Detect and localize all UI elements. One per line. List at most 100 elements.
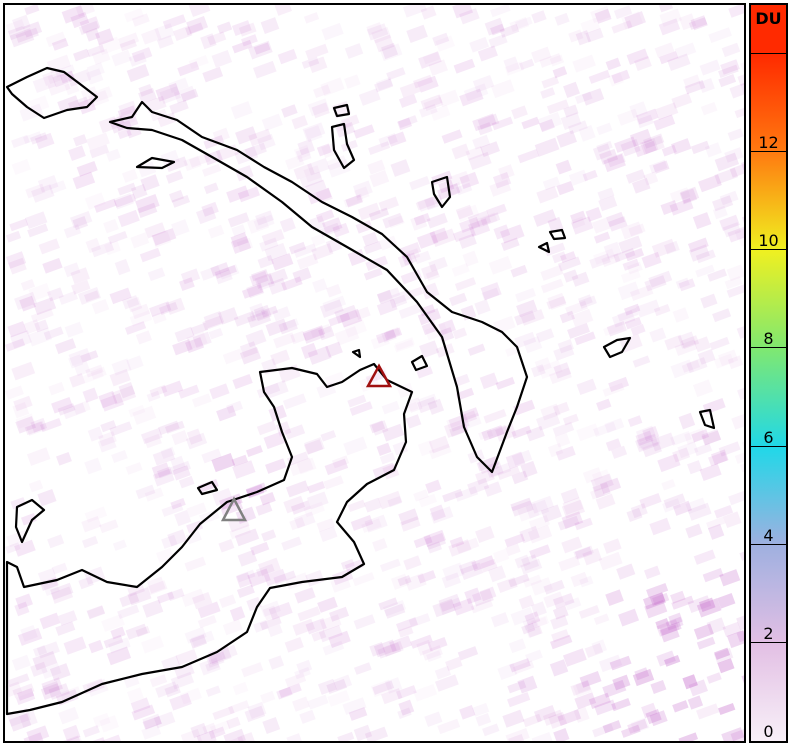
- so2-pixel: [232, 373, 253, 390]
- so2-pixel: [30, 417, 48, 433]
- so2-pixel: [85, 237, 101, 254]
- so2-pixel: [108, 637, 131, 654]
- so2-pixel: [455, 387, 475, 401]
- so2-pixel: [553, 401, 570, 416]
- so2-pixel: [449, 536, 465, 549]
- so2-pixel: [162, 14, 187, 30]
- so2-pixel: [387, 131, 407, 147]
- so2-pixel: [680, 186, 700, 204]
- so2-pixel: [706, 516, 726, 530]
- so2-pixel: [357, 202, 381, 221]
- so2-pixel: [611, 69, 631, 84]
- so2-pixel: [403, 555, 422, 571]
- so2-pixel: [387, 496, 403, 508]
- so2-pixel: [169, 189, 184, 203]
- so2-pixel: [418, 104, 438, 118]
- so2-pixel: [304, 125, 323, 143]
- so2-pixel: [598, 551, 623, 571]
- so2-pixel: [72, 171, 96, 190]
- so2-pixel: [681, 359, 701, 373]
- so2-pixel: [406, 24, 428, 43]
- so2-pixel: [631, 177, 651, 194]
- so2-pixel: [156, 591, 175, 604]
- so2-pixel: [137, 202, 158, 218]
- volcano-marker-red: [365, 363, 393, 388]
- so2-pixel: [578, 295, 597, 309]
- so2-pixel: [381, 42, 399, 60]
- so2-pixel: [413, 489, 429, 502]
- so2-pixel: [268, 404, 287, 422]
- so2-pixel: [542, 709, 564, 726]
- so2-pixel: [292, 618, 315, 636]
- so2-pixel: [343, 436, 368, 456]
- so2-pixel: [515, 16, 533, 29]
- so2-pixel: [63, 636, 87, 655]
- so2-pixel: [131, 47, 153, 63]
- so2-pixel: [669, 187, 691, 203]
- so2-pixel: [511, 425, 532, 439]
- so2-pixel: [130, 232, 150, 249]
- so2-pixel: [649, 517, 671, 536]
- so2-pixel: [125, 462, 143, 475]
- so2-pixel: [535, 328, 555, 343]
- so2-pixel: [465, 145, 485, 161]
- so2-pixel: [363, 267, 383, 281]
- so2-pixel: [659, 8, 682, 27]
- so2-pixel: [307, 98, 330, 117]
- so2-pixel: [678, 278, 696, 292]
- so2-pixel: [509, 17, 530, 33]
- so2-pixel: [353, 186, 370, 201]
- so2-pixel: [419, 304, 436, 317]
- so2-pixel: [259, 492, 276, 506]
- so2-pixel: [559, 310, 575, 324]
- so2-pixel: [142, 715, 162, 730]
- so2-pixel: [602, 720, 622, 734]
- so2-pixel: [167, 588, 185, 602]
- so2-pixel: [552, 421, 575, 437]
- so2-pixel: [254, 272, 275, 289]
- so2-pixel: [523, 336, 543, 354]
- so2-pixel: [698, 174, 722, 193]
- so2-pixel: [472, 113, 497, 132]
- so2-pixel: [492, 548, 510, 564]
- so2-pixel: [386, 67, 406, 81]
- so2-pixel: [184, 626, 207, 644]
- so2-pixel: [17, 627, 43, 646]
- so2-pixel: [285, 154, 305, 170]
- so2-pixel: [417, 440, 435, 457]
- so2-pixel: [704, 142, 722, 158]
- so2-pixel: [130, 183, 148, 200]
- so2-pixel: [598, 195, 618, 212]
- so2-pixel: [343, 318, 368, 338]
- so2-pixel: [90, 366, 107, 380]
- so2-pixel: [348, 706, 368, 721]
- so2-pixel: [718, 74, 737, 88]
- colorbar-band: [751, 54, 786, 153]
- so2-pixel: [576, 378, 597, 396]
- so2-pixel: [185, 337, 205, 354]
- colorbar-band: [751, 544, 786, 643]
- so2-pixel: [709, 336, 730, 351]
- so2-pixel: [377, 642, 402, 659]
- so2-pixel: [371, 26, 392, 44]
- so2-pixel: [322, 640, 345, 656]
- so2-pixel: [62, 735, 81, 741]
- so2-pixel: [579, 671, 602, 688]
- so2-pixel: [307, 481, 326, 494]
- so2-pixel: [41, 677, 63, 695]
- so2-pixel: [578, 605, 600, 619]
- so2-pixel: [218, 539, 235, 553]
- so2-pixel: [481, 425, 505, 441]
- so2-pixel: [643, 565, 661, 580]
- so2-pixel: [76, 160, 98, 177]
- so2-pixel: [203, 311, 225, 329]
- so2-pixel: [421, 282, 440, 300]
- so2-pixel: [423, 96, 444, 112]
- so2-pixel: [630, 284, 654, 301]
- so2-pixel: [355, 220, 373, 234]
- so2-pixel: [527, 625, 543, 638]
- so2-pixel: [373, 639, 397, 658]
- so2-pixel: [26, 725, 50, 741]
- so2-pixel: [139, 247, 161, 263]
- so2-pixel: [151, 228, 177, 246]
